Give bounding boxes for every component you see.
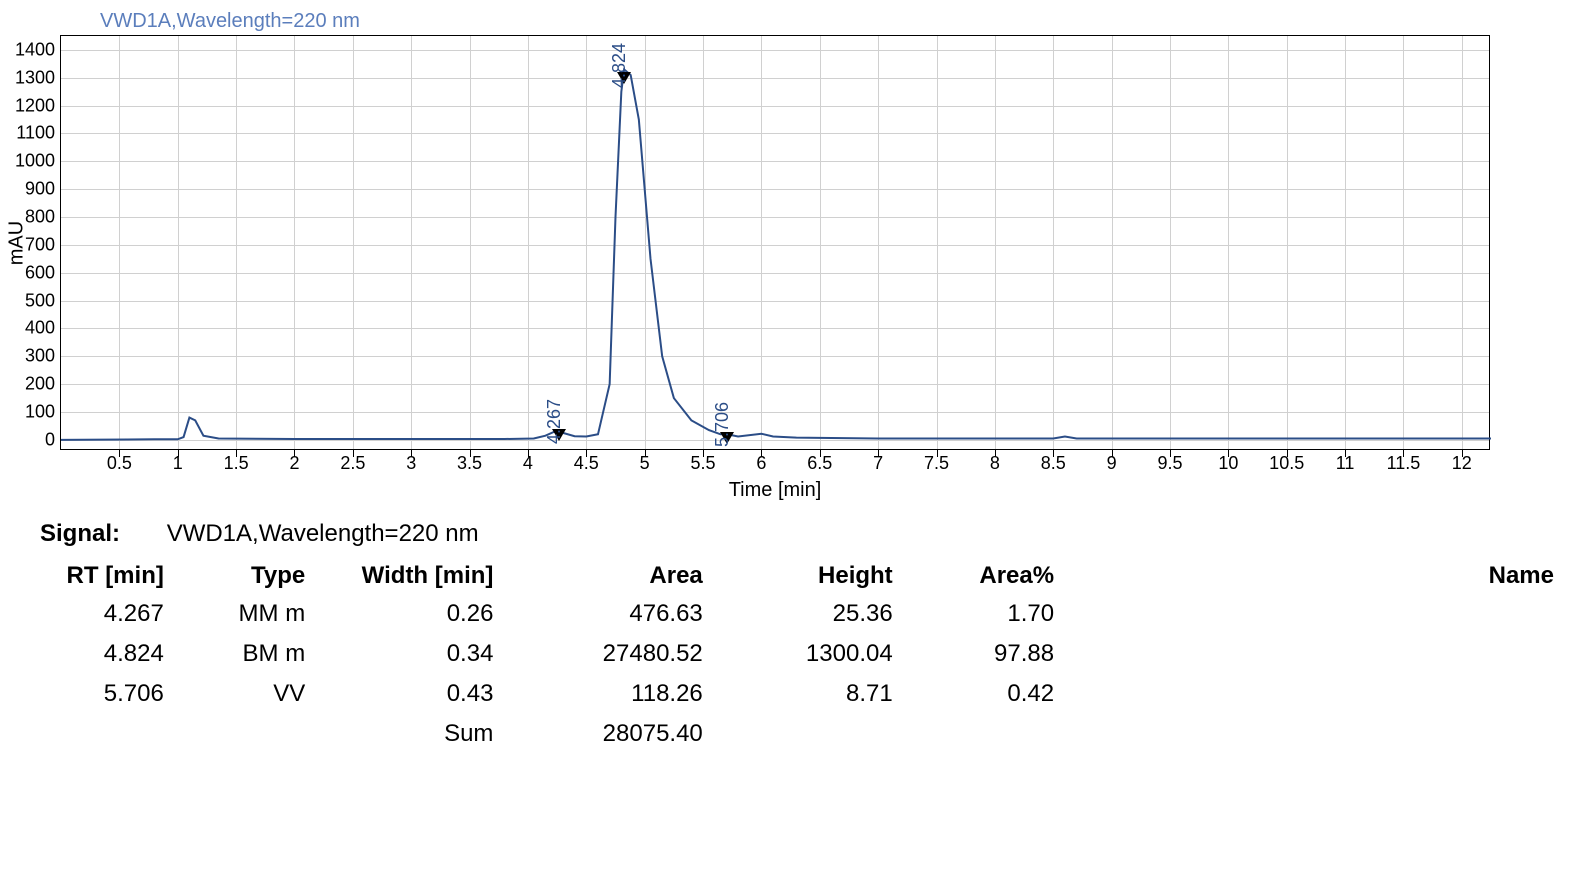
table-cell: 5.706 <box>40 674 182 714</box>
x-tick-label: 9 <box>1107 449 1117 474</box>
peak-rt-label: 4.267 <box>544 399 565 444</box>
chart-title: VWD1A,Wavelength=220 nm <box>100 10 1572 33</box>
table-cell: 4.267 <box>40 594 182 634</box>
x-tick-label: 5 <box>640 449 650 474</box>
signal-label: Signal: <box>40 520 120 547</box>
table-cell: VV <box>182 674 323 714</box>
y-tick-label: 800 <box>25 207 61 228</box>
table-cell: 97.88 <box>911 634 1072 674</box>
x-tick-label: 7.5 <box>924 449 949 474</box>
table-row: 4.824BM m0.3427480.521300.0497.88 <box>40 634 1572 674</box>
x-tick-label: 2 <box>289 449 299 474</box>
column-header: Name <box>1072 558 1572 594</box>
table-cell: 25.36 <box>721 594 911 634</box>
x-tick-label: 3 <box>406 449 416 474</box>
table-cell <box>40 714 182 754</box>
chromatogram-trace <box>61 36 1491 451</box>
table-cell: 118.26 <box>511 674 720 714</box>
x-tick-label: 1 <box>173 449 183 474</box>
x-tick-label: 12 <box>1452 449 1472 474</box>
peak-table: RT [min]TypeWidth [min]AreaHeightArea%Na… <box>40 558 1572 754</box>
table-cell: 27480.52 <box>511 634 720 674</box>
x-tick-label: 10 <box>1218 449 1238 474</box>
table-cell <box>911 714 1072 754</box>
y-tick-label: 1100 <box>16 123 61 144</box>
y-tick-label: 1400 <box>15 39 61 60</box>
y-tick-label: 300 <box>25 346 61 367</box>
table-cell: 0.34 <box>323 634 511 674</box>
table-cell: 4.824 <box>40 634 182 674</box>
table-cell: Sum <box>323 714 511 754</box>
table-cell <box>1072 594 1572 634</box>
x-tick-label: 5.5 <box>691 449 716 474</box>
table-cell: 0.43 <box>323 674 511 714</box>
table-cell <box>1072 634 1572 674</box>
x-tick-label: 8 <box>990 449 1000 474</box>
table-sum-row: Sum28075.40 <box>40 714 1572 754</box>
table-cell: 8.71 <box>721 674 911 714</box>
peak-rt-label: 5.706 <box>712 402 733 447</box>
x-tick-label: 11 <box>1336 449 1355 474</box>
x-tick-label: 0.5 <box>107 449 132 474</box>
signal-line: Signal: VWD1A,Wavelength=220 nm <box>40 520 1572 548</box>
x-tick-label: 9.5 <box>1157 449 1182 474</box>
x-tick-label: 2.5 <box>340 449 365 474</box>
table-cell: BM m <box>182 634 323 674</box>
table-cell: MM m <box>182 594 323 634</box>
column-header: Height <box>721 558 911 594</box>
table-cell <box>182 714 323 754</box>
x-tick-label: 6.5 <box>807 449 832 474</box>
x-tick-label: 4.5 <box>574 449 599 474</box>
y-tick-label: 900 <box>25 179 61 200</box>
table-cell: 476.63 <box>511 594 720 634</box>
column-header: Type <box>182 558 323 594</box>
y-tick-label: 1200 <box>15 95 61 116</box>
table-header-row: RT [min]TypeWidth [min]AreaHeightArea%Na… <box>40 558 1572 594</box>
table-cell: 0.42 <box>911 674 1072 714</box>
x-axis-label: Time [min] <box>729 479 822 502</box>
y-tick-label: 600 <box>25 262 61 283</box>
y-tick-label: 200 <box>25 374 61 395</box>
column-header: RT [min] <box>40 558 182 594</box>
x-tick-label: 4 <box>523 449 533 474</box>
y-tick-label: 100 <box>25 402 61 423</box>
column-header: Area% <box>911 558 1072 594</box>
y-tick-label: 700 <box>25 234 61 255</box>
x-tick-label: 1.5 <box>224 449 249 474</box>
table-cell: 1.70 <box>911 594 1072 634</box>
table-cell: 0.26 <box>323 594 511 634</box>
table-cell <box>721 714 911 754</box>
x-tick-label: 6 <box>756 449 766 474</box>
y-tick-label: 1000 <box>15 151 61 172</box>
x-tick-label: 10.5 <box>1269 449 1304 474</box>
x-tick-label: 7 <box>873 449 883 474</box>
plot-area: mAU 010020030040050060070080090010001100… <box>60 35 1490 450</box>
table-cell: 28075.40 <box>511 714 720 754</box>
signal-value: VWD1A,Wavelength=220 nm <box>167 520 479 547</box>
y-tick-label: 500 <box>25 290 61 311</box>
table-row: 5.706VV0.43118.268.710.42 <box>40 674 1572 714</box>
y-tick-label: 400 <box>25 318 61 339</box>
chromatogram-panel: VWD1A,Wavelength=220 nm mAU 010020030040… <box>60 10 1572 450</box>
table-cell: 1300.04 <box>721 634 911 674</box>
y-tick-label: 1300 <box>15 67 61 88</box>
column-header: Width [min] <box>323 558 511 594</box>
peak-rt-label: 4.824 <box>609 43 630 88</box>
table-cell <box>1072 714 1572 754</box>
x-tick-label: 3.5 <box>457 449 482 474</box>
table-row: 4.267MM m0.26476.6325.361.70 <box>40 594 1572 634</box>
column-header: Area <box>511 558 720 594</box>
x-tick-label: 11.5 <box>1387 449 1421 474</box>
x-tick-label: 8.5 <box>1041 449 1066 474</box>
peak-report: Signal: VWD1A,Wavelength=220 nm RT [min]… <box>40 520 1572 754</box>
table-cell <box>1072 674 1572 714</box>
y-tick-label: 0 <box>45 429 61 450</box>
